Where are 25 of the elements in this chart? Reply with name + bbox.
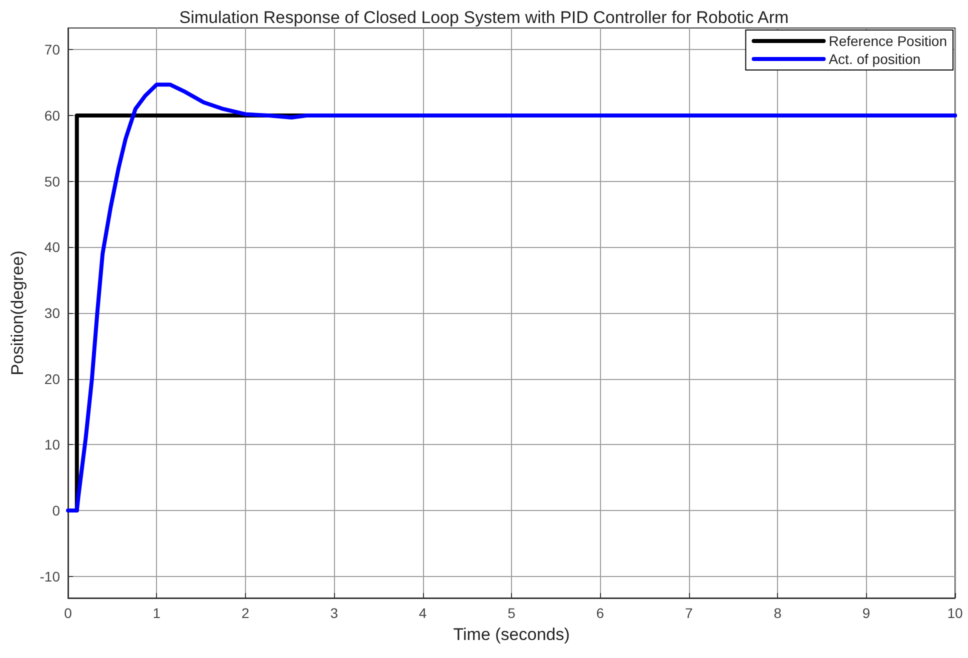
y-tick-label: 40 xyxy=(44,239,60,256)
chart-title: Simulation Response of Closed Loop System with PID Controller for Robotic Arm xyxy=(179,8,789,27)
x-tick-label: 3 xyxy=(330,605,338,621)
y-tick-label: 20 xyxy=(44,370,60,387)
y-axis-title: Position(degree) xyxy=(8,250,27,376)
y-tick-label: 10 xyxy=(44,436,60,453)
legend-label: Reference Position xyxy=(828,33,948,49)
x-tick-label: 1 xyxy=(152,605,161,621)
y-tick-label: -10 xyxy=(40,568,60,584)
y-tick-label: 30 xyxy=(44,305,60,321)
legend-label: Act. of position xyxy=(828,51,921,67)
x-tick-label: 0 xyxy=(64,605,72,621)
y-tick-label: 0 xyxy=(52,502,60,518)
x-tick-label: 5 xyxy=(508,605,516,621)
x-tick-label: 7 xyxy=(685,605,693,621)
x-tick-label: 6 xyxy=(596,605,604,621)
x-tick-label: 4 xyxy=(418,605,427,621)
x-tick-label: 10 xyxy=(947,605,963,621)
y-tick-label: 70 xyxy=(44,42,60,58)
x-tick-label: 8 xyxy=(774,605,782,621)
y-tick-label: 60 xyxy=(44,108,60,124)
x-tick-label: 2 xyxy=(242,605,250,621)
x-axis-title: Time (seconds) xyxy=(453,625,570,644)
y-tick-label: 50 xyxy=(44,173,60,190)
x-tick-label: 9 xyxy=(862,605,870,621)
